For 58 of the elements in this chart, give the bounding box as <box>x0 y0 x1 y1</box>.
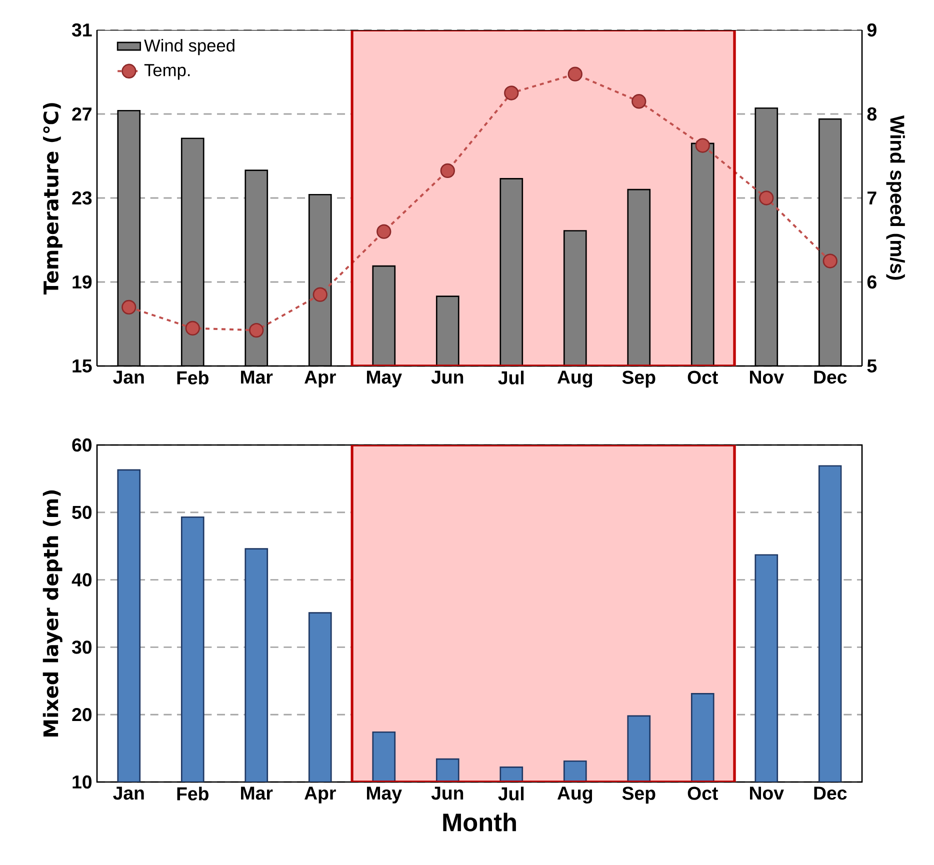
x-tick-label: Dec <box>814 786 847 800</box>
point <box>185 320 200 336</box>
point <box>122 300 136 315</box>
y-tick-label: 31 <box>72 23 92 37</box>
x-tick-label: Sep <box>622 786 656 804</box>
y-tick-label: 30 <box>72 640 92 654</box>
point <box>504 86 519 100</box>
y2-tick-label: 7 <box>868 192 876 204</box>
y-tick-label: 20 <box>72 708 92 722</box>
y2-axis-title: Wind speed (m/s) <box>886 115 905 280</box>
y-tick-label: 27 <box>72 107 92 121</box>
y2-tick-label: 9 <box>867 23 876 37</box>
x-tick-label: Apr <box>304 370 336 388</box>
x-tick-label: Dec <box>814 370 847 384</box>
y2-tick-label: 6 <box>867 275 876 289</box>
y-axis-title: Temperature (℃) <box>43 103 62 295</box>
point <box>568 66 582 82</box>
y-tick-label: 15 <box>72 359 92 373</box>
point <box>695 138 710 153</box>
x-tick-label: Jan <box>113 370 144 384</box>
point <box>312 287 328 302</box>
point <box>440 163 455 178</box>
x-tick-label: May <box>366 786 402 804</box>
x-tick-label: Feb <box>177 786 208 800</box>
x-tick-label: Jun <box>431 786 464 800</box>
legend-label: Temp. <box>144 64 190 80</box>
y-axis-title: Mixed layer depth (m) <box>42 490 62 737</box>
x-tick-label: Oct <box>688 786 718 800</box>
x-tick-label: Feb <box>177 370 208 384</box>
x-tick-label: Aug <box>557 786 592 804</box>
x-tick-label: Mar <box>241 786 273 800</box>
x-tick-label: Aug <box>557 370 592 388</box>
point <box>376 224 392 239</box>
y2-tick-label: 8 <box>867 107 877 121</box>
point <box>632 94 646 109</box>
y-tick-label: 60 <box>72 438 92 452</box>
x-tick-label: Apr <box>304 786 336 804</box>
x-tick-label: May <box>366 370 402 388</box>
y-tick-label: 19 <box>72 275 92 289</box>
point <box>249 322 264 338</box>
x-tick-label: Jan <box>113 786 144 800</box>
legend-label: Wind speed <box>144 38 234 56</box>
x-tick-label: Oct <box>688 370 718 384</box>
point <box>822 254 838 268</box>
y-tick-label: 50 <box>72 506 92 520</box>
x-tick-label: Jul <box>498 370 524 384</box>
y-tick-label: 23 <box>72 191 92 205</box>
x-tick-label: Jun <box>431 370 464 384</box>
x-tick-label: Nov <box>750 786 784 800</box>
x-tick-label: Nov <box>750 370 784 384</box>
x-axis-title: Month <box>443 812 516 832</box>
y2-tick-label: 5 <box>867 359 877 373</box>
y-tick-label: 10 <box>72 775 92 789</box>
x-tick-label: Sep <box>622 370 656 388</box>
x-tick-label: Mar <box>241 370 273 384</box>
point <box>759 190 774 206</box>
x-tick-label: Jul <box>498 786 524 800</box>
y-tick-label: 40 <box>72 573 92 586</box>
